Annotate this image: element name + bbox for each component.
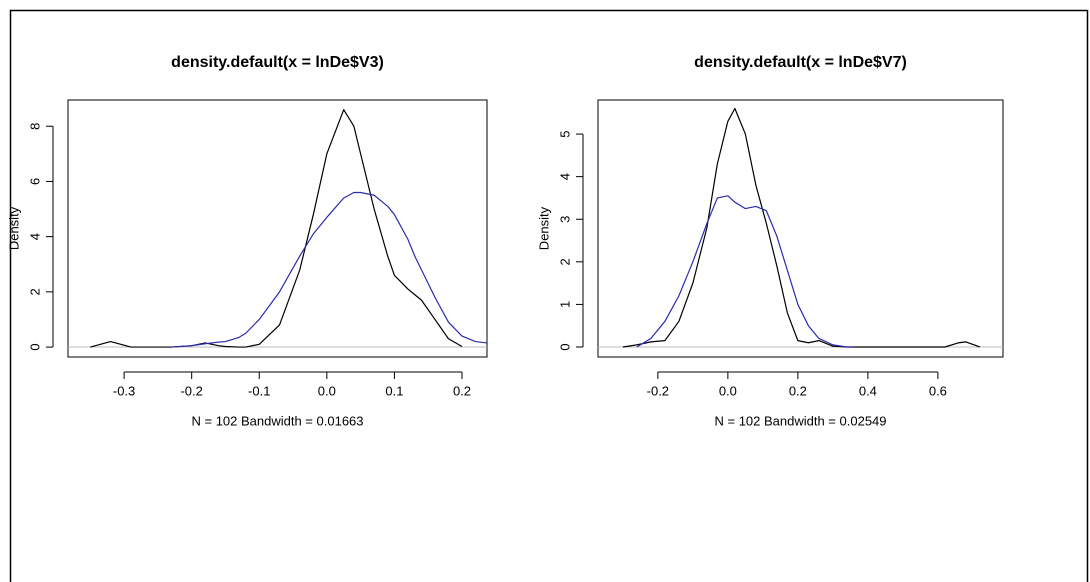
window-frame [9,9,1089,582]
x-tick-label: 0.0 [318,383,336,398]
density-line [171,191,488,348]
y-tick-label: 3 [557,216,572,223]
plot-box [67,99,488,358]
x-tick-label: 0.0 [719,383,737,398]
x-tick-label: -0.3 [113,383,135,398]
chart-title: density.default(x = lnDe$V7) [694,54,907,71]
y-tick-label: 2 [27,288,42,295]
x-tick-label: -0.2 [180,383,202,398]
y-tick-label: 5 [557,130,572,137]
y-axis-label: Density [6,206,21,250]
y-tick-label: 0 [27,343,42,350]
x-tick-label: 0.6 [929,383,947,398]
x-tick-label: -0.2 [647,383,669,398]
density-line [636,195,854,348]
y-tick-label: 6 [27,178,42,185]
y-axis-label: Density [536,206,551,250]
y-tick-label: 4 [557,173,572,180]
x-tick-label: 0.1 [385,383,403,398]
y-tick-label: 0 [557,343,572,350]
x-tick-label: -0.1 [248,383,270,398]
plot-box [597,99,1004,358]
x-tick-label: 0.2 [789,383,807,398]
x-tick-label: 0.2 [453,383,471,398]
x-axis-label: N = 102 Bandwidth = 0.02549 [714,413,886,428]
y-tick-label: 8 [27,123,42,130]
chart-title: density.default(x = lnDe$V3) [171,54,384,71]
y-tick-label: 2 [557,258,572,265]
x-axis-label: N = 102 Bandwidth = 0.01663 [191,413,363,428]
y-tick-label: 4 [27,233,42,240]
y-tick-label: 1 [557,301,572,308]
x-tick-label: 0.4 [859,383,877,398]
